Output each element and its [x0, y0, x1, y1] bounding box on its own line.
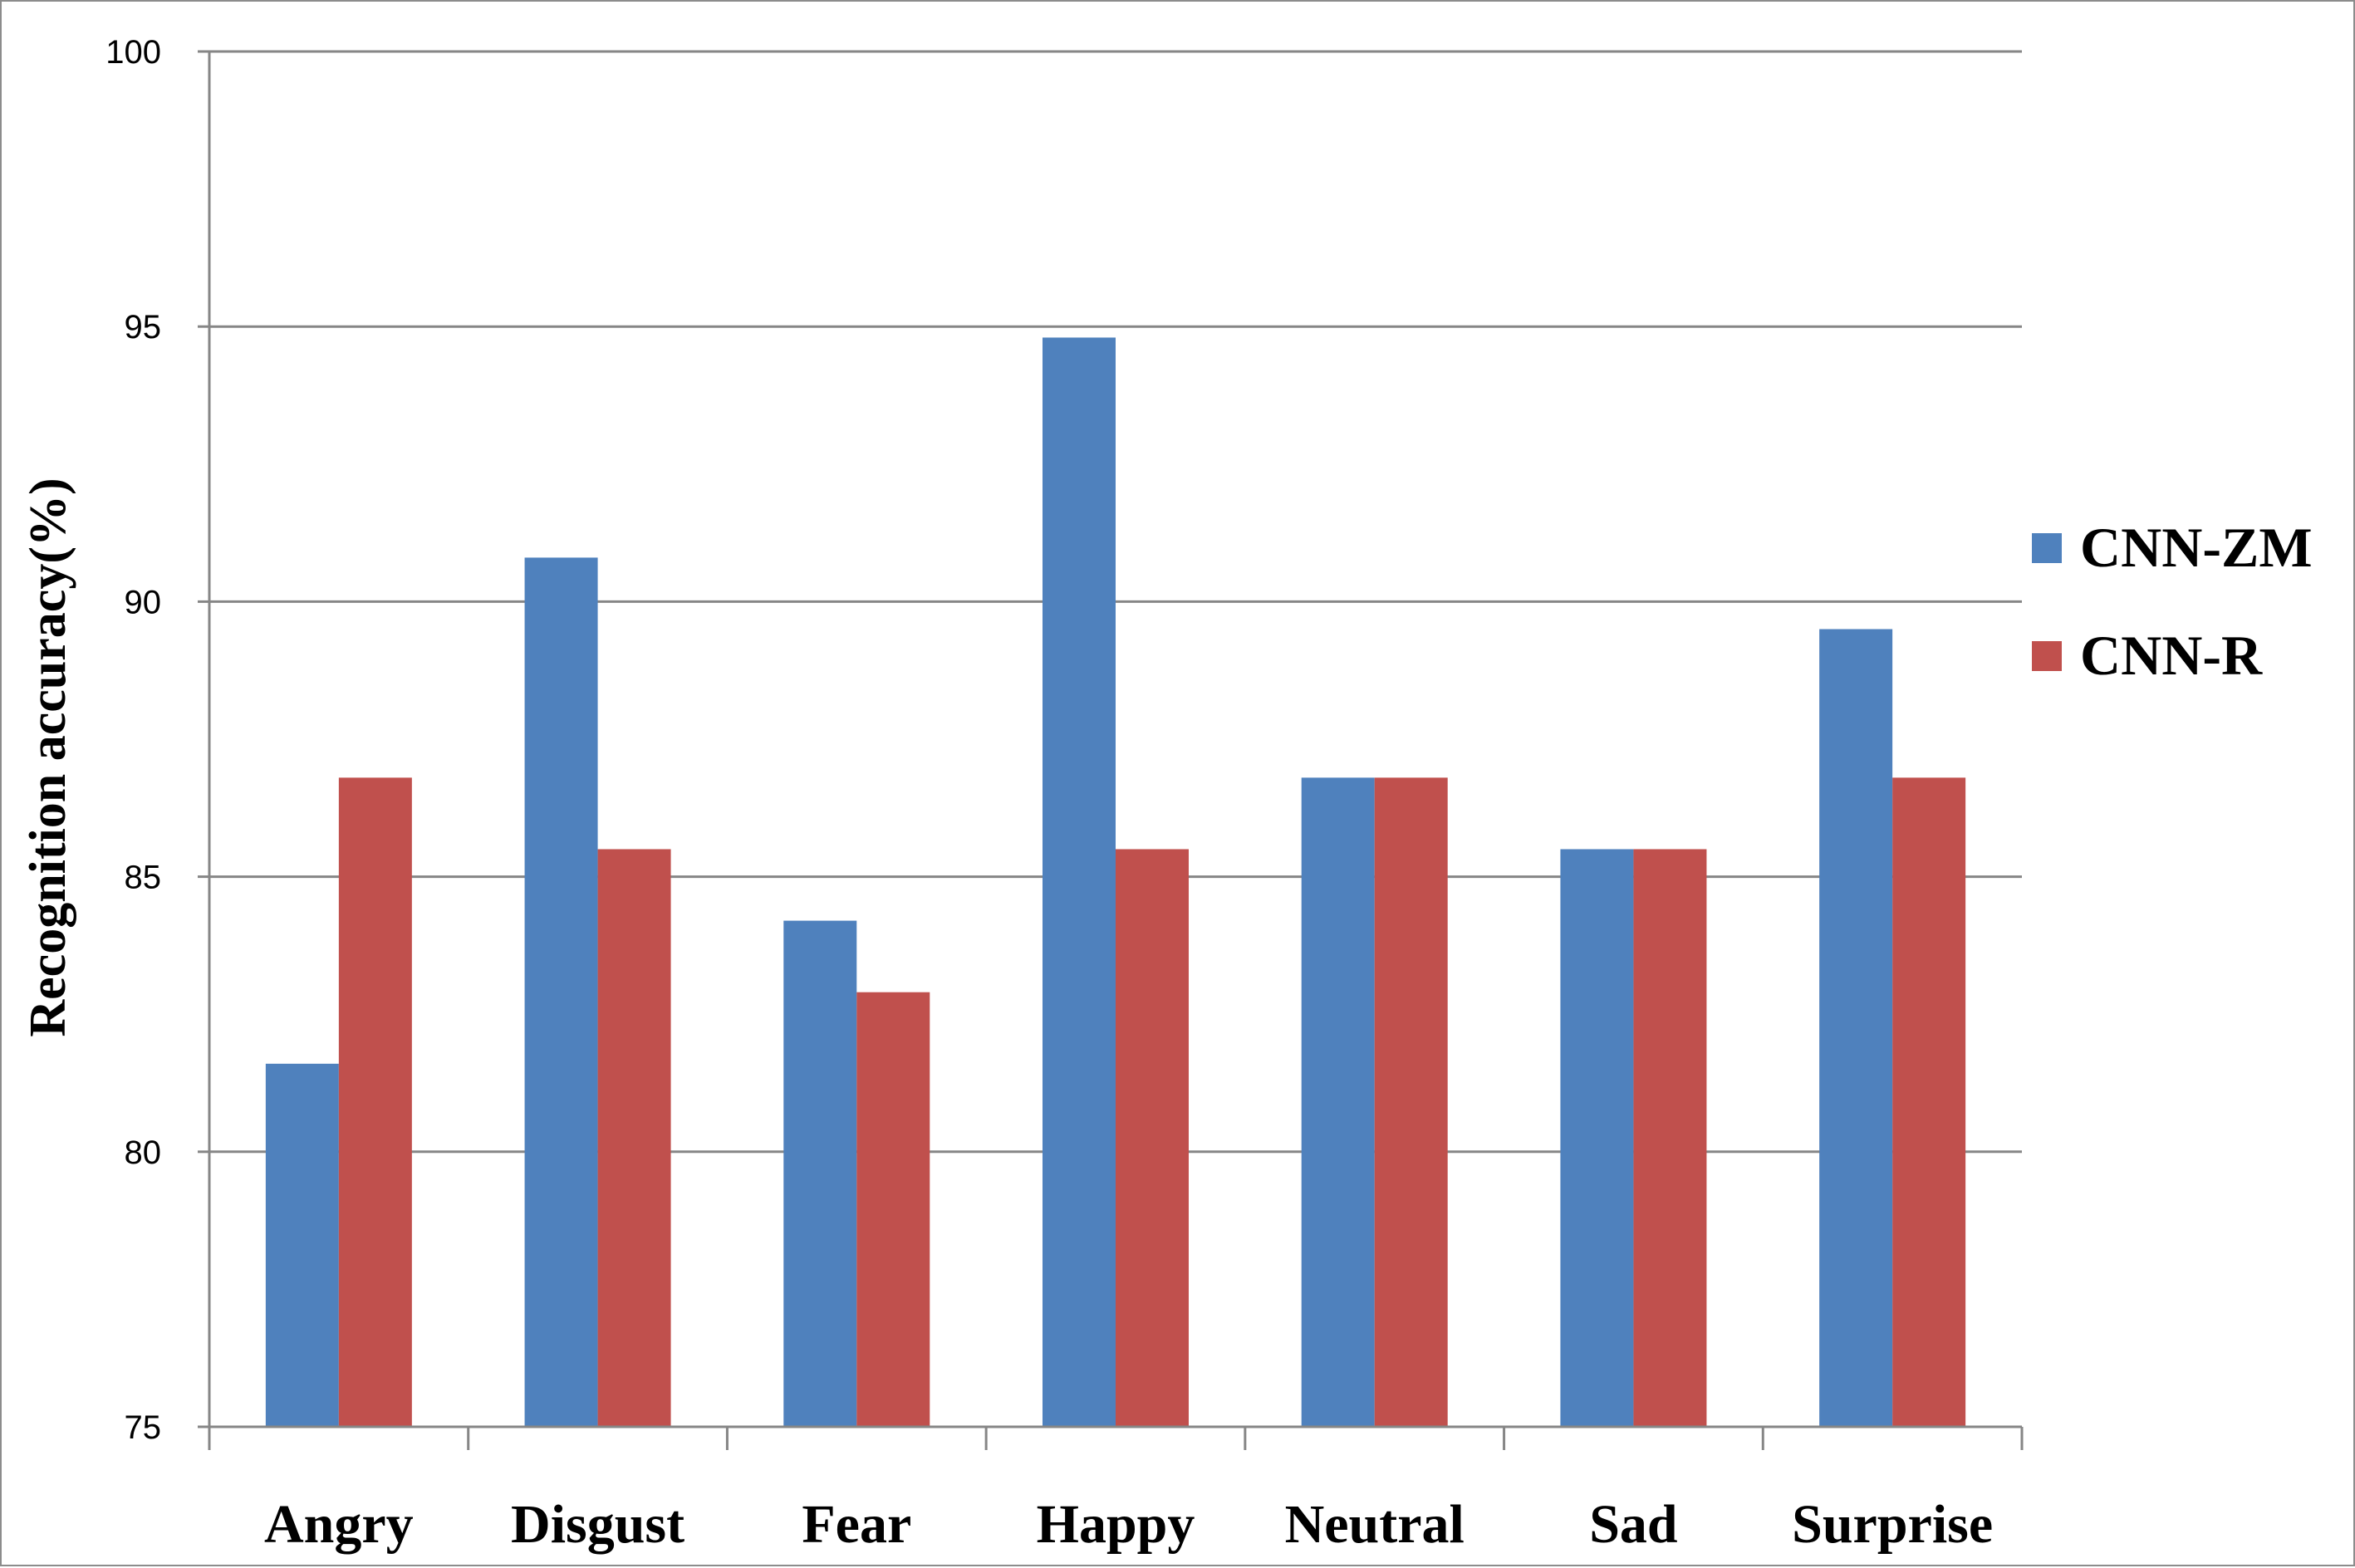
category-label: Angry — [264, 1494, 414, 1555]
bar-cnn-r-disgust — [597, 849, 671, 1427]
axes — [208, 51, 2024, 1450]
y-axis-title: Recognition accuracy(%) — [20, 478, 76, 1036]
category-labels: Angry Disgust Fear Happy Neutral Sad Surprise — [264, 1494, 1993, 1555]
category-label: Fear — [802, 1494, 911, 1555]
legend-swatch — [2032, 641, 2062, 671]
bar-cnn-zm-neutral — [1301, 777, 1375, 1427]
bar-cnn-zm-angry — [265, 1063, 339, 1427]
legend-swatch — [2032, 533, 2062, 563]
category-label: Disgust — [511, 1494, 684, 1555]
bar-cnn-zm-surprise — [1819, 629, 1893, 1427]
bar-cnn-zm-disgust — [524, 557, 598, 1428]
bar-cnn-r-sad — [1633, 849, 1707, 1427]
bar-cnn-r-surprise — [1892, 777, 1966, 1427]
category-label: Sad — [1589, 1494, 1677, 1555]
bar-cnn-zm-happy — [1043, 337, 1116, 1427]
bars — [265, 337, 1966, 1428]
y-tick-label: 95 — [125, 309, 162, 345]
bar-cnn-zm-sad — [1560, 849, 1634, 1427]
y-tick-label: 85 — [125, 860, 162, 896]
y-tick-labels: 75 80 85 90 95 100 — [105, 34, 161, 1446]
bar-cnn-r-happy — [1116, 849, 1189, 1427]
legend-label: CNN-R — [2080, 624, 2263, 687]
y-tick-label: 80 — [125, 1134, 162, 1171]
legend-label: CNN-ZM — [2080, 516, 2313, 579]
y-tick-label: 90 — [125, 584, 162, 620]
y-tick-label: 100 — [105, 34, 161, 71]
y-tick-label: 75 — [125, 1409, 162, 1446]
bar-cnn-r-fear — [856, 992, 930, 1427]
bar-cnn-r-angry — [338, 777, 412, 1427]
category-label: Happy — [1037, 1494, 1195, 1555]
legend: CNN-ZM CNN-R — [2032, 516, 2313, 687]
category-label: Neutral — [1285, 1494, 1465, 1555]
bar-cnn-zm-fear — [783, 920, 857, 1427]
bar-cnn-r-neutral — [1374, 777, 1448, 1427]
category-label: Surprise — [1792, 1494, 1993, 1555]
